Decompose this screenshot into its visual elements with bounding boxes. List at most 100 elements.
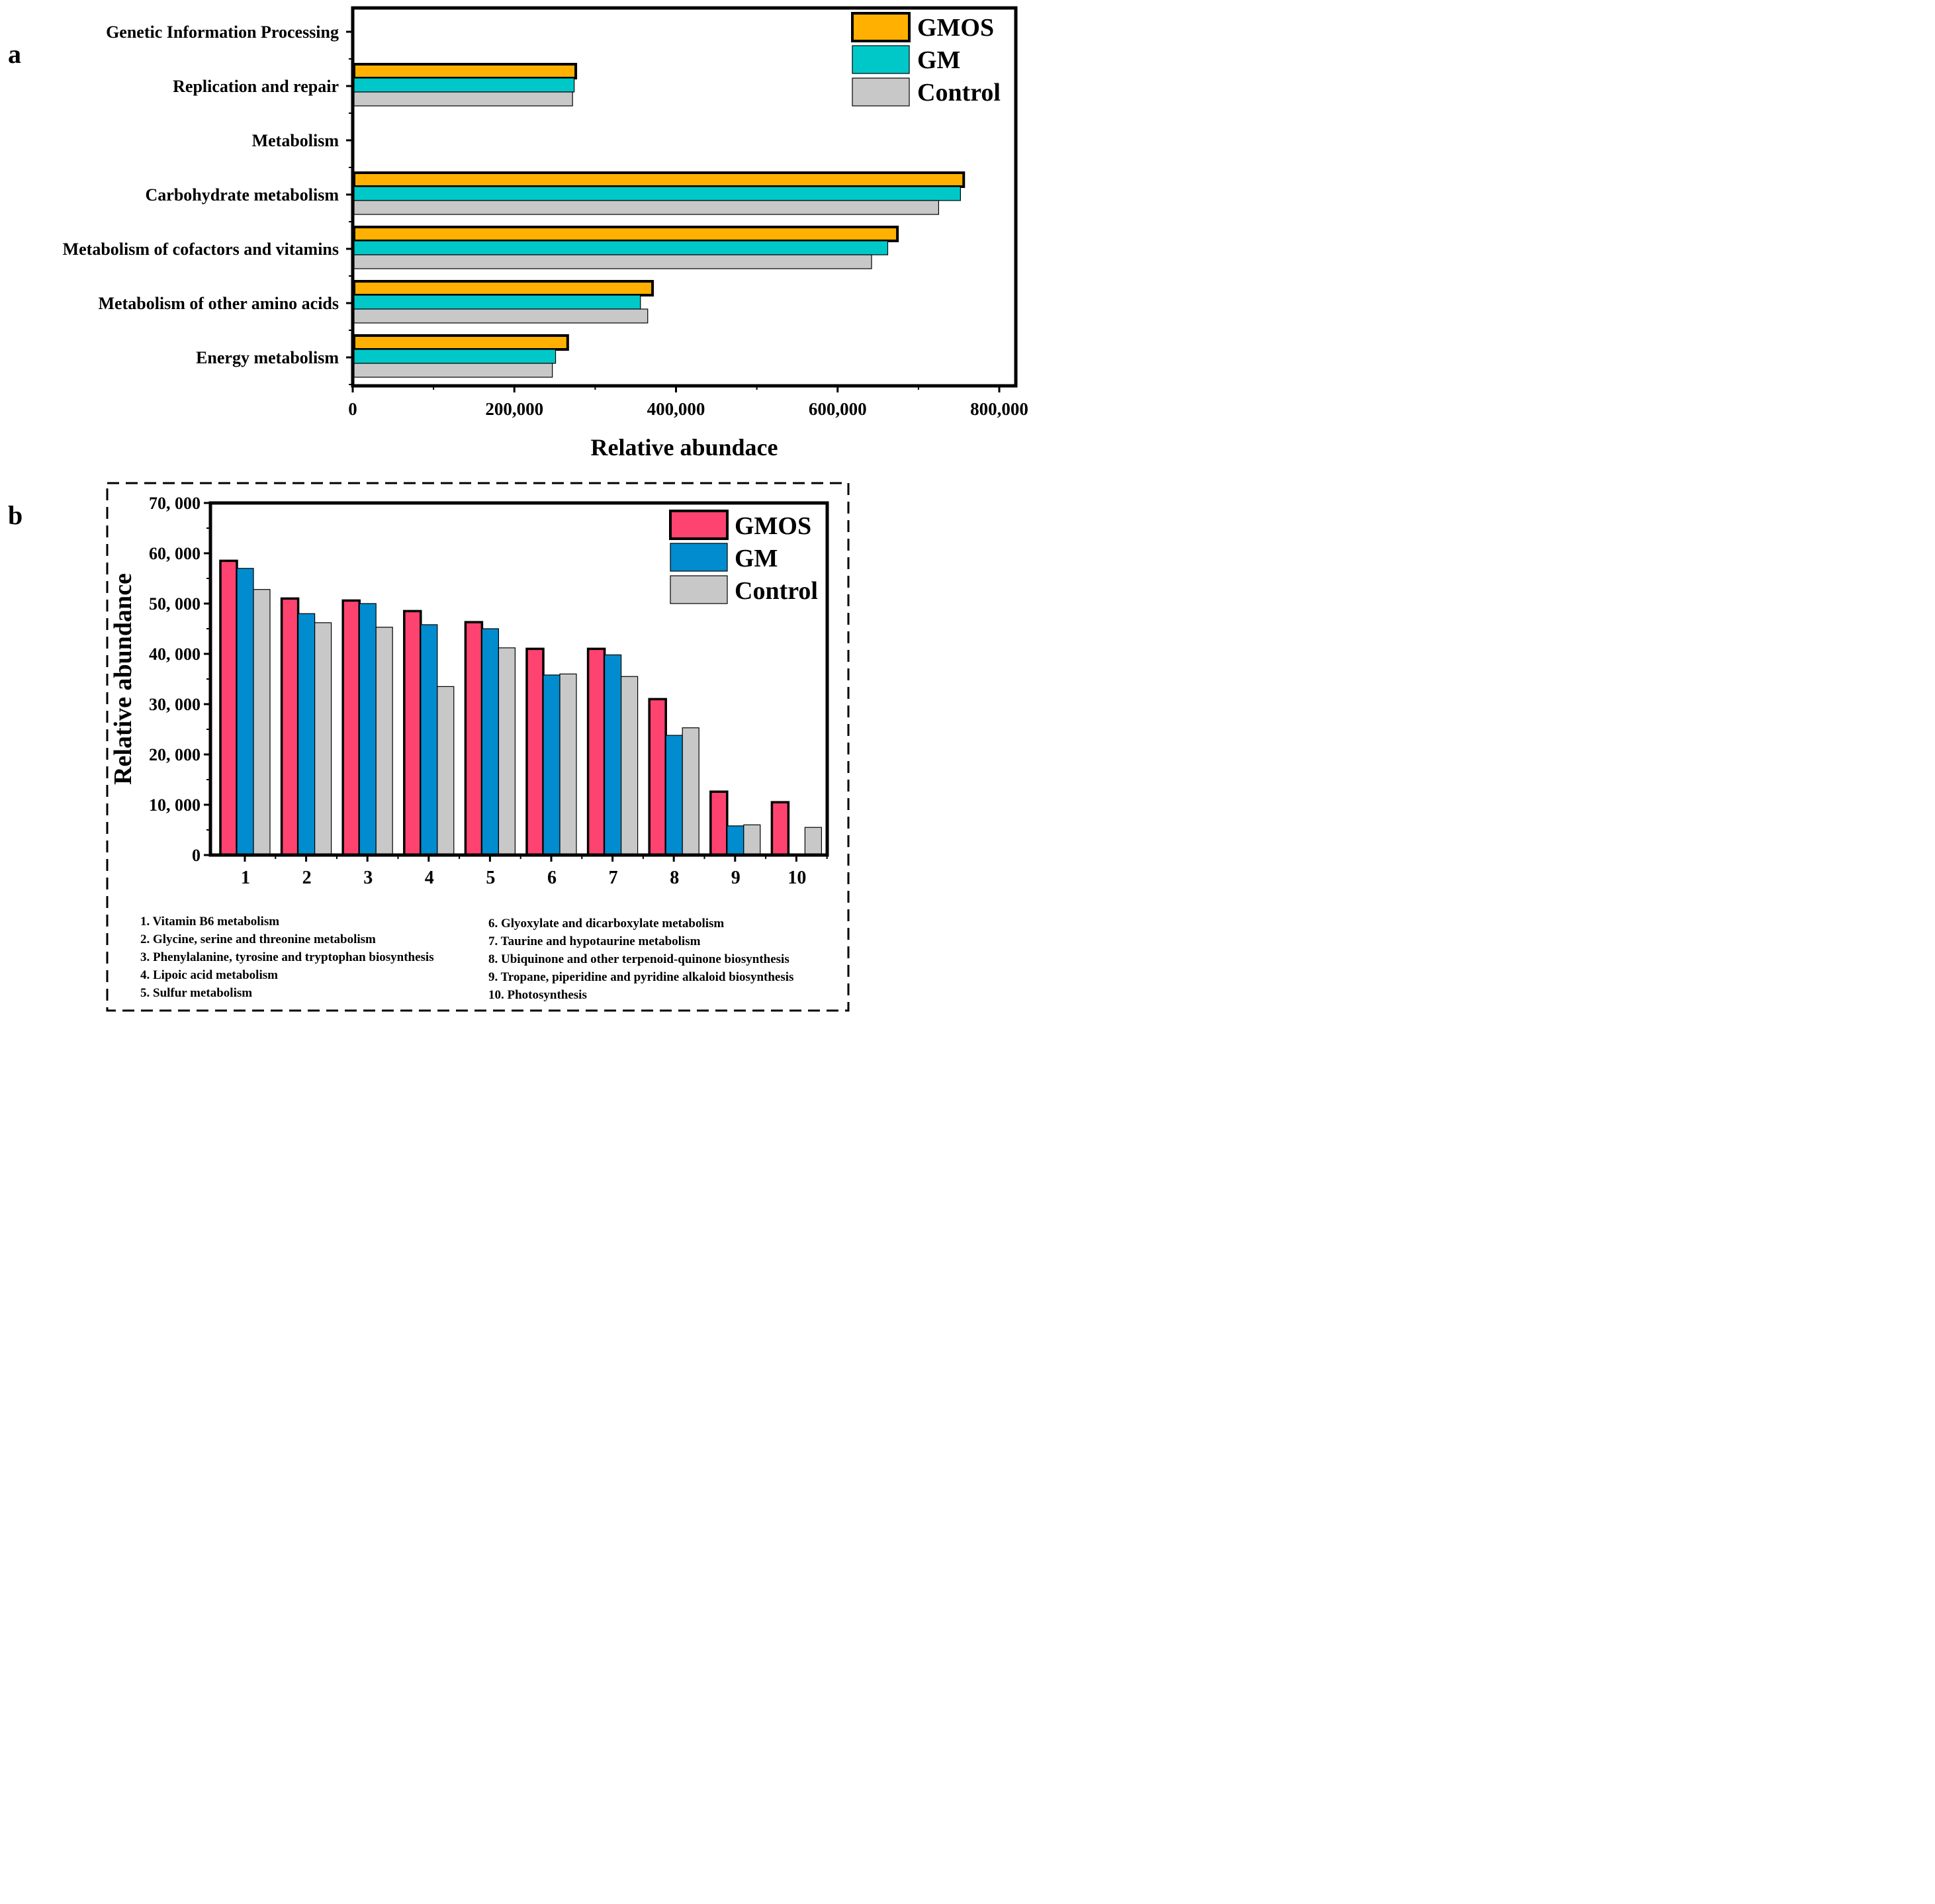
category-label-genetic-information-processing: Genetic Information Processing (106, 23, 339, 42)
category-label-metabolism: Metabolism (252, 131, 339, 150)
y-tick-label: 30, 000 (149, 695, 201, 714)
y-tick-label: 40, 000 (149, 645, 201, 664)
x-tick-label: 6 (547, 868, 557, 888)
bar-gmos-carbohydrate-metabolism (353, 171, 966, 188)
x-tick-label: 400,000 (647, 399, 705, 419)
legend-swatch-gmos (851, 12, 911, 42)
pathway-key-item: 7. Taurine and hypotaurine metabolism (488, 934, 701, 948)
panel-a-plot-frame (351, 6, 1018, 388)
y-tick-label: 10, 000 (149, 795, 201, 815)
bar-control-category-4 (437, 686, 455, 856)
legend-label-gm: GM (917, 46, 960, 74)
legend-swatch-gmos (669, 510, 729, 540)
bar-gmos-category-7 (586, 647, 606, 856)
bar-control-category-6 (559, 673, 577, 856)
bar-control-category-10 (804, 827, 823, 856)
category-label-metabolism-of-cofactors-and-vitamins: Metabolism of cofactors and vitamins (63, 240, 339, 259)
pathway-key-item: 8. Ubiquinone and other terpenoid-quinon… (488, 952, 789, 966)
bar-gm-replication-and-repair (353, 77, 575, 93)
pathway-key-item: 10. Photosynthesis (488, 988, 587, 1002)
bar-gmos-category-8 (648, 698, 667, 856)
panel-a-legend: GMOS GM Control (851, 12, 1001, 107)
bar-control-category-9 (743, 824, 761, 856)
bar-gm-category-3 (359, 603, 377, 856)
panel-b-bars (219, 559, 823, 856)
bar-gm-category-2 (298, 613, 316, 856)
pathway-key-item: 4. Lipoic acid metabolism (140, 968, 278, 982)
bar-gmos-category-6 (525, 647, 545, 856)
bar-gm-carbohydrate-metabolism (353, 186, 961, 201)
y-tick-label: 50, 000 (149, 594, 201, 613)
panel-a-x-axis-title: Relative abundace (591, 434, 778, 461)
bar-control-metabolism-of-other-amino-acids (353, 308, 649, 324)
figure-canvas: a b Genetic Information Processing Replic… (8, 6, 1028, 1012)
bar-gm-metabolism-of-cofactors-and-vitamins (353, 240, 889, 255)
y-tick-label: 60, 000 (149, 544, 201, 563)
bar-gmos-category-3 (341, 599, 361, 856)
panel-b-axes: 1 2 3 4 5 6 7 8 9 10 0 10, 000 20, 000 30, 000 40, 000… (149, 494, 829, 888)
category-label-metabolism-of-other-amino-acids: Metabolism of other amino acids (99, 294, 339, 313)
panel-b-pathway-key-left: 1. Vitamin B6 metabolism 2. Glycine, ser… (140, 915, 434, 1000)
y-tick-label: 70, 000 (149, 494, 201, 513)
bar-gmos-category-2 (280, 597, 300, 856)
x-tick-label: 4 (425, 868, 434, 888)
bar-control-category-2 (314, 622, 332, 856)
legend-swatch-control (852, 77, 910, 107)
bar-control-category-7 (620, 676, 639, 856)
legend-swatch-control (670, 575, 728, 604)
legend-label-gm: GM (735, 545, 778, 572)
bar-gm-category-4 (420, 624, 438, 856)
panel-a-axes: Genetic Information Processing Replicatio… (63, 6, 1028, 419)
x-tick-label: 0 (348, 399, 357, 419)
x-tick-label: 2 (302, 868, 312, 888)
category-label-energy-metabolism: Energy metabolism (196, 348, 339, 367)
y-tick-label: 20, 000 (149, 745, 201, 764)
x-tick-label: 3 (363, 868, 373, 888)
category-label-carbohydrate-metabolism: Carbohydrate metabolism (146, 185, 339, 204)
x-tick-label: 8 (670, 868, 679, 888)
y-tick-label: 0 (192, 846, 201, 865)
x-tick-label: 9 (731, 868, 741, 888)
pathway-key-item: 2. Glycine, serine and threonine metabol… (140, 932, 376, 946)
bar-gmos-category-5 (464, 621, 484, 856)
x-tick-label: 800,000 (970, 399, 1028, 419)
bar-gm-category-1 (236, 568, 254, 856)
bar-control-category-1 (253, 589, 271, 856)
bar-gmos-replication-and-repair (353, 63, 578, 79)
pathway-key-item: 3. Phenylalanine, tyrosine and tryptopha… (140, 950, 434, 964)
panel-a-label: a (8, 39, 21, 69)
legend-swatch-gm (670, 543, 728, 572)
legend-label-gmos: GMOS (735, 512, 811, 540)
panel-a-bars (353, 63, 966, 378)
x-tick-label: 7 (609, 868, 618, 888)
category-label-replication-and-repair: Replication and repair (173, 77, 339, 96)
bar-gmos-category-10 (770, 801, 790, 856)
bar-gmos-category-4 (403, 610, 422, 856)
bar-control-metabolism-of-cofactors-and-vitamins (353, 254, 872, 269)
bar-gmos-metabolism-of-cofactors-and-vitamins (353, 226, 899, 242)
bar-gmos-category-9 (709, 790, 729, 856)
x-tick-label: 600,000 (809, 399, 867, 419)
bar-gmos-energy-metabolism (353, 334, 569, 351)
legend-label-control: Control (917, 79, 1001, 107)
legend-swatch-gm (852, 45, 910, 74)
panel-b-legend: GMOS GM Control (669, 510, 818, 605)
bar-control-carbohydrate-metabolism (353, 200, 940, 215)
panel-b-dashed-frame (106, 482, 850, 1012)
x-tick-label: 5 (486, 868, 495, 888)
pathway-key-item: 9. Tropane, piperidine and pyridine alka… (488, 970, 793, 984)
bar-control-replication-and-repair (353, 91, 573, 107)
bar-gmos-metabolism-of-other-amino-acids (353, 280, 654, 296)
pathway-key-item: 1. Vitamin B6 metabolism (140, 915, 279, 929)
legend-label-control: Control (735, 577, 818, 605)
pathway-key-item: 5. Sulfur metabolism (140, 986, 252, 1000)
pathway-key-item: 6. Glyoxylate and dicarboxylate metaboli… (488, 917, 724, 930)
bar-control-category-3 (375, 627, 393, 856)
bar-control-category-5 (498, 647, 516, 856)
bar-gm-metabolism-of-other-amino-acids (353, 295, 641, 310)
x-tick-label: 10 (788, 868, 806, 888)
legend-label-gmos: GMOS (917, 14, 994, 42)
bar-gm-category-5 (481, 628, 500, 856)
x-tick-label: 200,000 (485, 399, 543, 419)
panel-b-pathway-key-right: 6. Glyoxylate and dicarboxylate metaboli… (488, 917, 793, 1002)
